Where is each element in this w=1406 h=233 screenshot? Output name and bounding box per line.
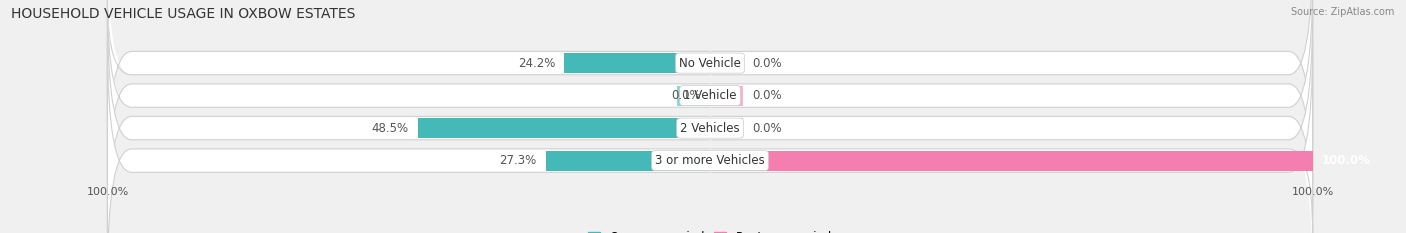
Text: 100.0%: 100.0% xyxy=(1322,154,1371,167)
FancyBboxPatch shape xyxy=(107,0,1313,214)
Text: 3 or more Vehicles: 3 or more Vehicles xyxy=(655,154,765,167)
Bar xyxy=(546,151,710,171)
Bar xyxy=(710,151,1313,171)
Text: 0.0%: 0.0% xyxy=(752,57,782,70)
FancyBboxPatch shape xyxy=(107,42,1313,233)
Text: 48.5%: 48.5% xyxy=(371,122,409,135)
Text: HOUSEHOLD VEHICLE USAGE IN OXBOW ESTATES: HOUSEHOLD VEHICLE USAGE IN OXBOW ESTATES xyxy=(11,7,356,21)
Bar xyxy=(676,86,710,106)
Bar xyxy=(710,53,744,73)
Bar xyxy=(710,86,744,106)
FancyBboxPatch shape xyxy=(107,10,1313,233)
Text: 0.0%: 0.0% xyxy=(752,122,782,135)
Text: 27.3%: 27.3% xyxy=(499,154,537,167)
Legend: Owner-occupied, Renter-occupied: Owner-occupied, Renter-occupied xyxy=(583,226,837,233)
Text: Source: ZipAtlas.com: Source: ZipAtlas.com xyxy=(1291,7,1395,17)
Text: 0.0%: 0.0% xyxy=(672,89,702,102)
Text: 0.0%: 0.0% xyxy=(752,89,782,102)
Bar xyxy=(564,53,710,73)
Bar xyxy=(418,118,710,138)
Text: 24.2%: 24.2% xyxy=(517,57,555,70)
Bar xyxy=(710,118,744,138)
Text: 2 Vehicles: 2 Vehicles xyxy=(681,122,740,135)
Text: No Vehicle: No Vehicle xyxy=(679,57,741,70)
Text: 1 Vehicle: 1 Vehicle xyxy=(683,89,737,102)
FancyBboxPatch shape xyxy=(107,0,1313,182)
